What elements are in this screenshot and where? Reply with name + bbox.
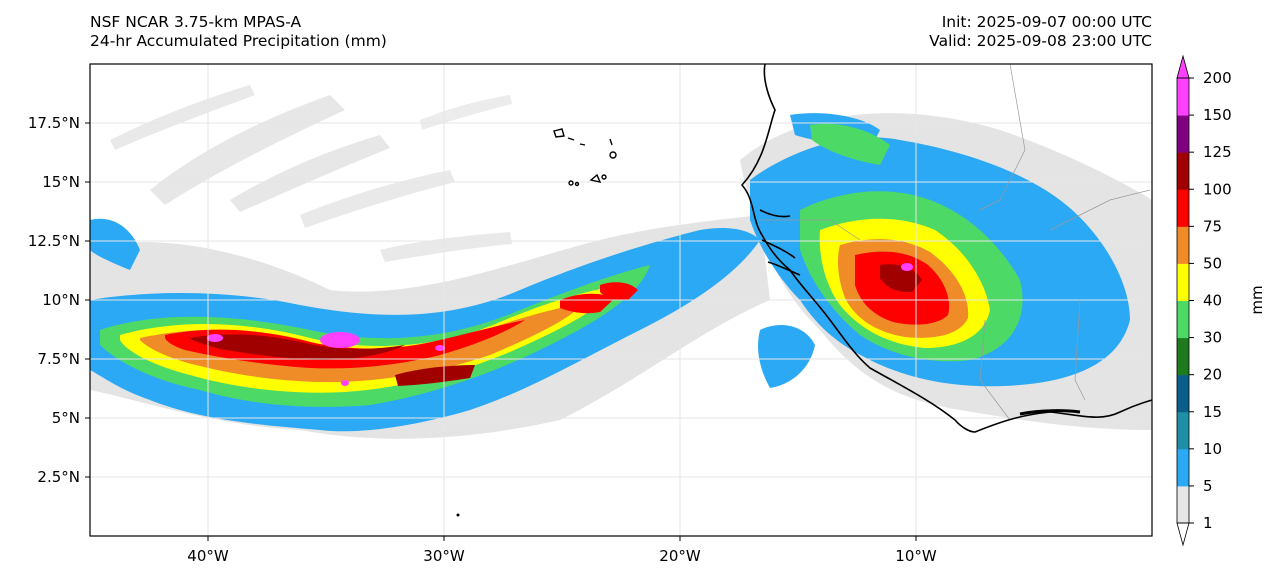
y-tick-label: 17.5°N: [28, 114, 80, 132]
colorbar-swatch: [1177, 78, 1189, 116]
x-tick-label: 40°W: [187, 547, 229, 565]
map-area: [90, 64, 1152, 536]
y-tick-label: 12.5°N: [28, 232, 80, 250]
precip-75-100: [165, 251, 950, 369]
precip-150-200: [207, 263, 913, 386]
colorbar-swatch: [1177, 189, 1189, 227]
chart-title-right: Init: 2025-09-07 00:00 UTC Valid: 2025-0…: [929, 13, 1152, 51]
colorbar-swatch: [1177, 226, 1189, 264]
y-tick-label: 7.5°N: [37, 350, 80, 368]
y-axis: 2.5°N 5°N 7.5°N 10°N 12.5°N 15°N 17.5°N: [28, 114, 90, 486]
colorbar-units: mm: [1248, 285, 1266, 314]
colorbar-swatch: [1177, 448, 1189, 487]
colorbar-level-label: 20: [1203, 366, 1222, 384]
y-tick-label: 5°N: [52, 409, 80, 427]
guinea-bissau-islands: [759, 209, 801, 276]
y-tick-label: 15°N: [42, 173, 80, 191]
valid-time: Valid: 2025-09-08 23:00 UTC: [929, 32, 1152, 50]
x-tick-label: 20°W: [659, 547, 701, 565]
init-time: Init: 2025-09-07 00:00 UTC: [941, 13, 1152, 31]
x-axis: 40°W 30°W 20°W 10°W: [187, 536, 937, 565]
colorbar-level-label: 10: [1203, 440, 1222, 458]
country-borders: [760, 64, 1151, 421]
model-name: NSF NCAR 3.75-km MPAS-A: [90, 13, 302, 31]
colorbar-level-label: 75: [1203, 217, 1222, 235]
colorbar-swatch: [1177, 300, 1189, 339]
colorbar-level-label: 15: [1203, 403, 1222, 421]
colorbar-swatch: [1177, 485, 1189, 524]
x-tick-label: 10°W: [895, 547, 937, 565]
small-island: [456, 513, 460, 517]
field-name: 24-hr Accumulated Precipitation (mm): [90, 32, 387, 50]
colorbar-level-label: 100: [1203, 180, 1232, 198]
y-tick-label: 10°N: [42, 291, 80, 309]
colorbar-level-label: 40: [1203, 292, 1222, 310]
colorbar-level-label: 1: [1203, 514, 1213, 532]
colorbar-swatch: [1177, 115, 1189, 153]
colorbar-level-label: 150: [1203, 106, 1232, 124]
x-tick-label: 30°W: [423, 547, 465, 565]
west-africa-coastline: [740, 64, 1152, 433]
colorbar-swatch: [1177, 263, 1189, 301]
colorbar-level-label: 200: [1203, 69, 1232, 87]
colorbar-swatch: [1177, 152, 1189, 190]
gridlines: [90, 64, 1152, 536]
colorbar-extend-min: [1176, 522, 1190, 547]
colorbar-level-label: 5: [1203, 477, 1213, 495]
colorbar-swatch: [1177, 374, 1189, 413]
colorbar-extend-max: [1176, 54, 1190, 79]
colorbar-level-label: 125: [1203, 143, 1232, 161]
coast-lagoon: [1019, 409, 1081, 416]
cape-verde-islands: [553, 128, 617, 187]
chart-title-left: NSF NCAR 3.75-km MPAS-A 24-hr Accumulate…: [90, 13, 387, 51]
precip-100-125: [190, 264, 922, 386]
y-tick-label: 2.5°N: [37, 468, 80, 486]
colorbar-swatch: [1177, 337, 1189, 376]
colorbar-swatch: [1177, 411, 1189, 450]
colorbar-level-label: 50: [1203, 254, 1222, 272]
colorbar-level-label: 30: [1203, 329, 1222, 347]
